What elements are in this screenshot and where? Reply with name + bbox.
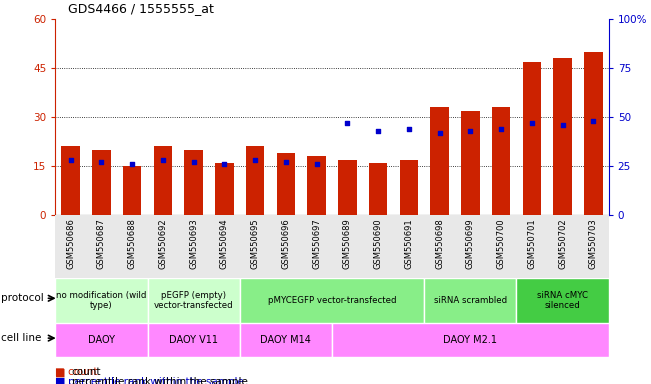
Text: siRNA cMYC
silenced: siRNA cMYC silenced [537,291,588,310]
Point [527,120,537,126]
Point [465,128,475,134]
Bar [523,62,541,215]
Point [434,130,445,136]
Text: cell line: cell line [1,333,41,343]
Bar [424,278,516,323]
Text: DAOY M14: DAOY M14 [260,335,311,345]
Text: no modification (wild
type): no modification (wild type) [56,291,146,310]
Bar [55,323,148,357]
Text: GSM550690: GSM550690 [374,218,383,269]
Text: GSM550703: GSM550703 [589,218,598,269]
Text: DAOY M2.1: DAOY M2.1 [443,335,497,345]
Bar [369,163,387,215]
Point [311,161,322,167]
Text: GSM550701: GSM550701 [527,218,536,269]
Point [404,126,414,132]
Bar [584,52,603,215]
Point [557,122,568,128]
Text: GSM550694: GSM550694 [220,218,229,269]
Point [588,118,598,124]
Bar [55,278,148,323]
Bar [338,160,357,215]
Text: percentile rank within the sample: percentile rank within the sample [72,377,247,384]
Bar [123,166,141,215]
Bar [148,323,240,357]
Point [250,157,260,163]
Point [342,120,353,126]
Text: DAOY: DAOY [88,335,115,345]
Text: count: count [72,367,101,377]
Text: GSM550692: GSM550692 [158,218,167,269]
Bar [148,278,240,323]
Point [496,126,506,132]
Bar [492,108,510,215]
Text: pMYCEGFP vector-transfected: pMYCEGFP vector-transfected [268,296,396,305]
Text: ■ percentile rank within the sample: ■ percentile rank within the sample [55,377,244,384]
Text: GSM550696: GSM550696 [281,218,290,269]
Point [66,157,76,163]
Text: GDS4466 / 1555555_at: GDS4466 / 1555555_at [68,2,214,15]
Bar [400,160,418,215]
Text: GSM550689: GSM550689 [343,218,352,269]
Point [281,159,291,165]
Point [96,159,107,165]
Bar [92,150,111,215]
Text: protocol: protocol [1,293,44,303]
Text: GSM550698: GSM550698 [435,218,444,269]
Bar [553,58,572,215]
Text: GSM550697: GSM550697 [312,218,321,269]
Text: GSM550702: GSM550702 [558,218,567,269]
Bar [215,163,234,215]
Text: DAOY V11: DAOY V11 [169,335,218,345]
Text: GSM550686: GSM550686 [66,218,76,269]
Text: GSM550687: GSM550687 [97,218,106,269]
Bar [154,147,172,215]
Point [219,161,230,167]
Bar [307,156,326,215]
Point [373,128,383,134]
Text: ■: ■ [55,367,66,377]
Text: GSM550695: GSM550695 [251,218,260,269]
Bar [240,323,332,357]
Text: pEGFP (empty)
vector-transfected: pEGFP (empty) vector-transfected [154,291,234,310]
Text: GSM550699: GSM550699 [466,218,475,269]
Point [158,157,168,163]
Text: GSM550693: GSM550693 [189,218,198,269]
Bar [246,147,264,215]
Text: siRNA scrambled: siRNA scrambled [434,296,507,305]
Text: ■ count: ■ count [55,367,98,377]
Bar [184,150,203,215]
Text: GSM550688: GSM550688 [128,218,137,269]
Text: ■: ■ [55,377,66,384]
Bar [61,147,80,215]
Point [189,159,199,165]
Bar [240,278,424,323]
Bar [277,153,295,215]
Bar [430,108,449,215]
Bar [461,111,480,215]
Text: GSM550700: GSM550700 [497,218,506,269]
Text: GSM550691: GSM550691 [404,218,413,269]
Bar [516,278,609,323]
Bar [332,323,609,357]
Point [127,161,137,167]
